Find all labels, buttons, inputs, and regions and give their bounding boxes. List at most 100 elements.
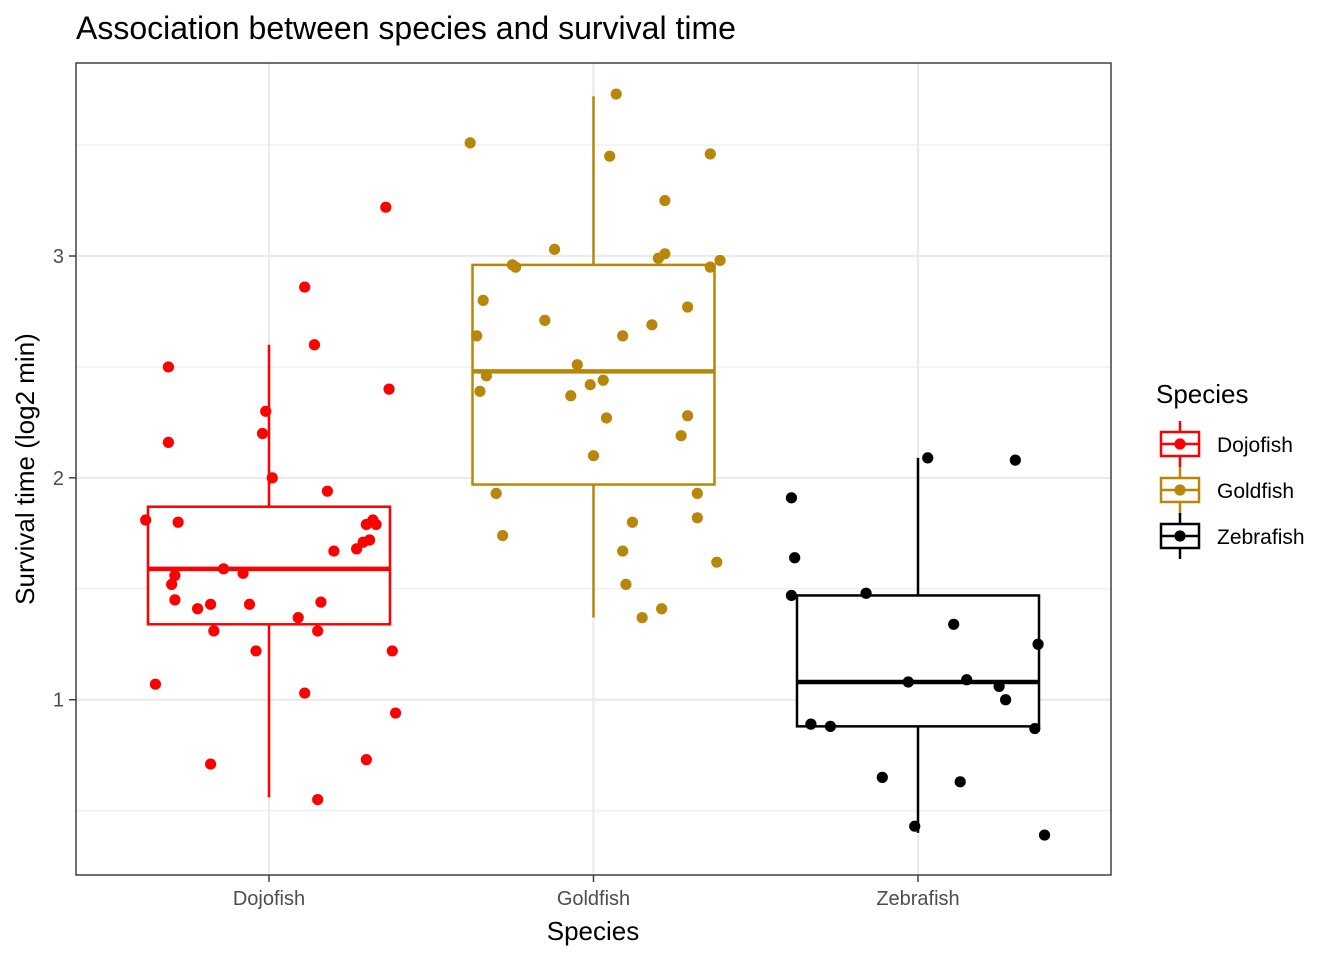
data-point bbox=[383, 383, 395, 395]
data-point bbox=[597, 374, 609, 386]
data-point bbox=[497, 529, 509, 542]
data-point bbox=[626, 516, 639, 528]
data-point bbox=[539, 314, 551, 326]
data-point bbox=[691, 487, 703, 500]
legend-item-zebrafish: Zebrafish bbox=[1159, 513, 1305, 559]
data-point bbox=[312, 625, 324, 637]
data-point bbox=[704, 261, 716, 273]
legend-key-point bbox=[1174, 438, 1186, 450]
data-point bbox=[682, 301, 694, 313]
y-tick-label: 3 bbox=[53, 246, 64, 268]
data-point bbox=[789, 552, 801, 564]
data-point bbox=[805, 718, 817, 730]
points-goldfish bbox=[464, 88, 726, 624]
data-point bbox=[824, 720, 836, 732]
data-point bbox=[162, 436, 175, 448]
legend-item-dojofish: Dojofish bbox=[1159, 421, 1293, 467]
data-point bbox=[464, 137, 476, 149]
data-point bbox=[1000, 694, 1012, 706]
data-point bbox=[909, 820, 921, 832]
box bbox=[471, 263, 716, 486]
chart-title: Association between species and survival… bbox=[76, 10, 736, 46]
data-point bbox=[860, 587, 872, 599]
data-point bbox=[471, 330, 483, 342]
data-point bbox=[256, 427, 269, 440]
data-point bbox=[1029, 722, 1041, 735]
data-point bbox=[363, 534, 376, 546]
legend-key-point bbox=[1174, 484, 1186, 496]
data-point bbox=[785, 492, 798, 504]
x-tick-label: Dojofish bbox=[233, 888, 305, 910]
x-axis-title: Species bbox=[547, 916, 640, 946]
data-point bbox=[217, 563, 230, 575]
boxplot-dojofish bbox=[146, 344, 392, 798]
box bbox=[795, 594, 1041, 728]
y-axis: 1 2 3 bbox=[53, 246, 76, 712]
data-point bbox=[1038, 829, 1051, 841]
data-point bbox=[292, 612, 304, 624]
data-point bbox=[656, 603, 668, 615]
data-point bbox=[299, 281, 311, 293]
y-tick-label: 1 bbox=[53, 690, 64, 712]
boxplot-goldfish bbox=[471, 96, 716, 618]
data-point bbox=[162, 361, 175, 373]
x-axis: Dojofish Goldfish Zebrafish bbox=[233, 875, 960, 910]
data-point bbox=[360, 754, 372, 766]
points-dojofish bbox=[140, 201, 402, 806]
data-point bbox=[321, 485, 334, 497]
data-point bbox=[149, 678, 162, 690]
legend-item-goldfish: Goldfish bbox=[1159, 467, 1294, 513]
data-point bbox=[166, 578, 178, 590]
data-point bbox=[704, 148, 716, 160]
data-point bbox=[682, 410, 694, 422]
data-point bbox=[1009, 454, 1021, 466]
data-point bbox=[600, 412, 613, 424]
data-point bbox=[208, 625, 220, 637]
data-point bbox=[876, 771, 888, 783]
data-point bbox=[250, 645, 262, 657]
data-point bbox=[192, 603, 204, 615]
data-point bbox=[993, 680, 1005, 693]
data-point bbox=[617, 545, 629, 557]
data-point bbox=[646, 319, 658, 331]
data-point bbox=[140, 514, 152, 526]
data-point bbox=[548, 243, 561, 255]
data-point bbox=[711, 556, 723, 568]
data-point bbox=[659, 248, 671, 260]
data-point bbox=[266, 472, 278, 484]
data-point bbox=[204, 758, 217, 770]
data-point bbox=[172, 516, 184, 528]
legend: Species Dojofish Goldfish Zebrafish bbox=[1156, 379, 1305, 559]
data-point bbox=[620, 578, 632, 590]
data-point bbox=[474, 385, 486, 397]
legend-key-point bbox=[1174, 530, 1186, 542]
data-point bbox=[617, 330, 629, 342]
data-point bbox=[389, 707, 402, 719]
data-point bbox=[691, 512, 703, 524]
data-point bbox=[954, 776, 966, 788]
data-point bbox=[659, 194, 671, 207]
data-point bbox=[961, 674, 973, 686]
points-zebrafish bbox=[785, 452, 1051, 841]
data-point bbox=[204, 598, 217, 610]
data-point bbox=[571, 359, 583, 371]
data-point bbox=[922, 452, 934, 464]
data-point bbox=[785, 589, 798, 602]
data-point bbox=[308, 339, 321, 351]
data-point bbox=[169, 594, 181, 606]
data-point bbox=[477, 294, 489, 306]
x-tick-label: Zebrafish bbox=[876, 888, 959, 910]
data-point bbox=[299, 687, 311, 699]
data-point bbox=[675, 430, 687, 442]
data-point bbox=[169, 569, 181, 582]
data-point bbox=[714, 254, 726, 267]
data-point bbox=[510, 261, 522, 273]
data-point bbox=[386, 645, 398, 657]
data-point bbox=[1032, 638, 1044, 650]
data-point bbox=[370, 518, 382, 531]
data-point bbox=[480, 370, 493, 382]
data-point bbox=[902, 676, 914, 688]
data-point bbox=[565, 390, 577, 402]
box bbox=[146, 505, 392, 626]
